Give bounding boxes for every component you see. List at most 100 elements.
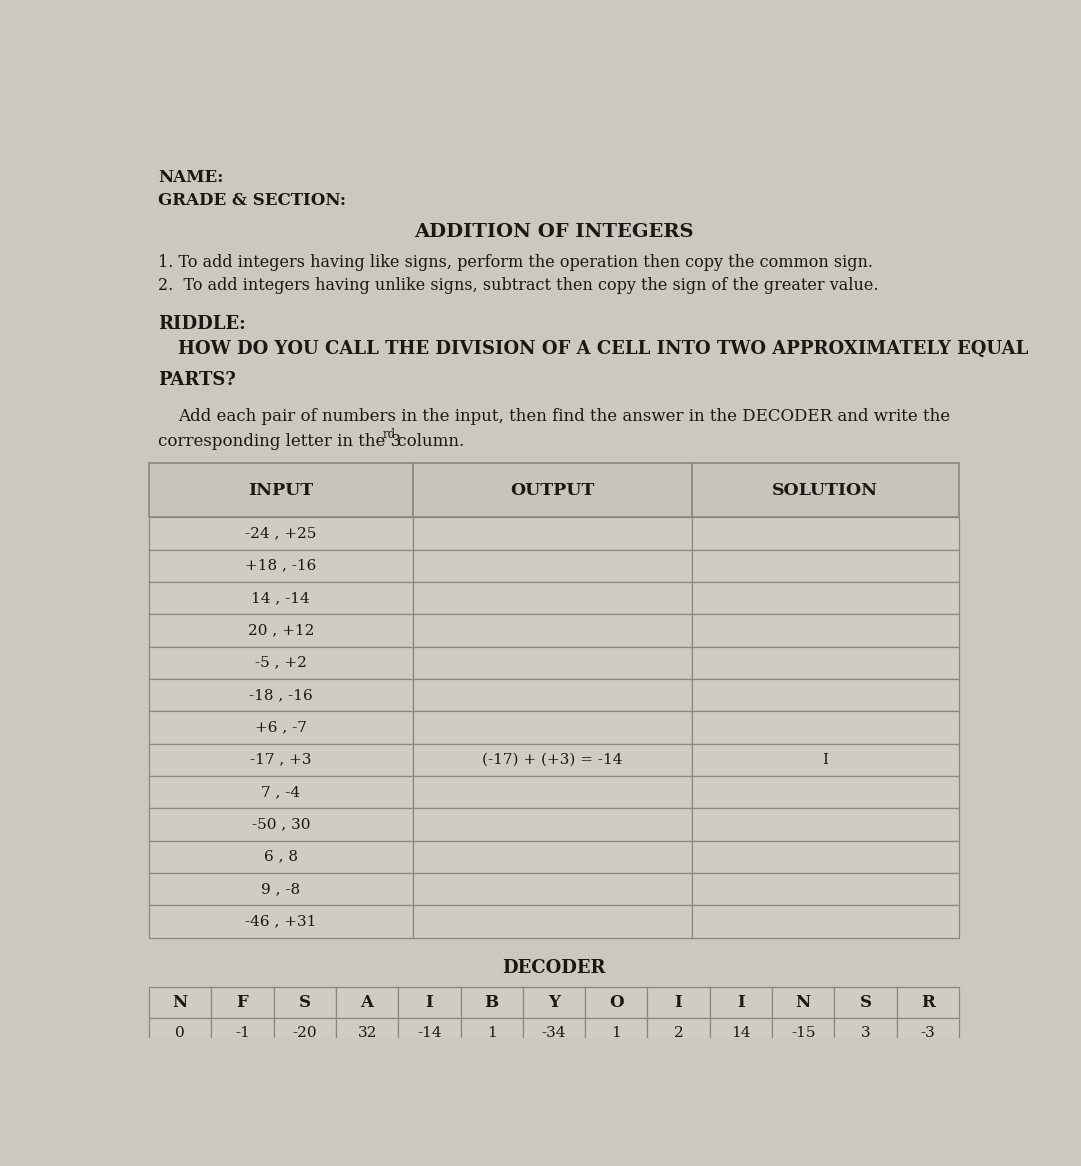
Bar	[149, 808, 413, 841]
Bar	[413, 711, 692, 744]
Bar	[692, 614, 959, 647]
Text: N: N	[173, 993, 188, 1011]
Text: RIDDLE:: RIDDLE:	[159, 316, 246, 333]
Bar	[413, 463, 692, 518]
Bar	[523, 1018, 585, 1048]
Text: I: I	[675, 993, 682, 1011]
Bar	[896, 986, 959, 1018]
Text: Y: Y	[548, 993, 560, 1011]
Bar	[648, 986, 710, 1018]
Bar	[896, 1018, 959, 1048]
Text: SOLUTION: SOLUTION	[772, 482, 878, 499]
Bar	[692, 518, 959, 549]
Text: I: I	[737, 993, 745, 1011]
Bar	[413, 679, 692, 711]
Bar	[149, 679, 413, 711]
Bar	[149, 905, 413, 937]
Bar	[149, 775, 413, 808]
Text: 3: 3	[860, 1026, 870, 1040]
Text: ADDITION OF INTEGERS: ADDITION OF INTEGERS	[414, 223, 693, 241]
Text: OUTPUT: OUTPUT	[510, 482, 595, 499]
Bar	[413, 582, 692, 614]
Bar	[149, 549, 413, 582]
Bar	[413, 873, 692, 905]
Bar	[692, 808, 959, 841]
Text: A: A	[361, 993, 374, 1011]
Text: S: S	[298, 993, 311, 1011]
Text: DECODER: DECODER	[502, 960, 605, 977]
Bar	[835, 1018, 896, 1048]
Bar	[710, 1018, 772, 1048]
Bar	[149, 1018, 212, 1048]
Bar	[692, 549, 959, 582]
Text: 7 , -4: 7 , -4	[262, 785, 301, 799]
Bar	[772, 1018, 835, 1048]
Bar	[648, 1018, 710, 1048]
Bar	[398, 986, 461, 1018]
Bar	[413, 518, 692, 549]
Text: +18 , -16: +18 , -16	[245, 559, 317, 573]
Text: S: S	[859, 993, 871, 1011]
Bar	[149, 518, 413, 549]
Text: -17 , +3: -17 , +3	[250, 753, 311, 767]
Text: 1: 1	[612, 1026, 622, 1040]
Text: corresponding letter in the 3: corresponding letter in the 3	[159, 433, 402, 450]
Bar	[585, 1018, 648, 1048]
Text: HOW DO YOU CALL THE DIVISION OF A CELL INTO TWO APPROXIMATELY EQUAL: HOW DO YOU CALL THE DIVISION OF A CELL I…	[177, 340, 1028, 358]
Bar	[772, 986, 835, 1018]
Bar	[149, 711, 413, 744]
Text: 9 , -8: 9 , -8	[262, 883, 301, 897]
Text: PARTS?: PARTS?	[159, 371, 236, 389]
Bar	[692, 905, 959, 937]
Bar	[692, 582, 959, 614]
Bar	[336, 986, 398, 1018]
Bar	[692, 775, 959, 808]
Bar	[149, 841, 413, 873]
Text: I: I	[426, 993, 433, 1011]
Bar	[149, 582, 413, 614]
Bar	[149, 647, 413, 679]
Bar	[523, 986, 585, 1018]
Text: F: F	[237, 993, 249, 1011]
Bar	[413, 808, 692, 841]
Text: R: R	[921, 993, 935, 1011]
Text: (-17) + (+3) = -14: (-17) + (+3) = -14	[482, 753, 623, 767]
Bar	[710, 986, 772, 1018]
Text: +6 , -7: +6 , -7	[255, 721, 307, 735]
Bar	[413, 775, 692, 808]
Text: 20 , +12: 20 , +12	[248, 624, 313, 638]
Text: -20: -20	[293, 1026, 317, 1040]
Text: -24 , +25: -24 , +25	[245, 526, 317, 540]
Text: Add each pair of numbers in the input, then find the answer in the DECODER and w: Add each pair of numbers in the input, t…	[177, 408, 950, 424]
Text: 6 , 8: 6 , 8	[264, 850, 298, 864]
Bar	[413, 614, 692, 647]
Bar	[413, 744, 692, 775]
Text: B: B	[484, 993, 498, 1011]
Bar	[461, 986, 523, 1018]
Bar	[149, 873, 413, 905]
Bar	[461, 1018, 523, 1048]
Text: -18 , -16: -18 , -16	[249, 688, 312, 702]
Text: -46 , +31: -46 , +31	[245, 914, 317, 928]
Text: 32: 32	[358, 1026, 377, 1040]
Bar	[692, 873, 959, 905]
Bar	[149, 986, 212, 1018]
Bar	[149, 744, 413, 775]
Text: 1: 1	[486, 1026, 496, 1040]
Bar	[413, 905, 692, 937]
Text: N: N	[796, 993, 811, 1011]
Text: I: I	[823, 753, 828, 767]
Text: 2.  To add integers having unlike signs, subtract then copy the sign of the grea: 2. To add integers having unlike signs, …	[159, 278, 879, 294]
Bar	[212, 986, 273, 1018]
Text: NAME:: NAME:	[159, 169, 224, 187]
Bar	[413, 841, 692, 873]
Text: 2: 2	[673, 1026, 683, 1040]
Bar	[413, 647, 692, 679]
Text: -50 , 30: -50 , 30	[252, 817, 310, 831]
Text: -3: -3	[920, 1026, 935, 1040]
Bar	[692, 841, 959, 873]
Bar	[212, 1018, 273, 1048]
Bar	[336, 1018, 398, 1048]
Bar	[149, 463, 413, 518]
Text: GRADE & SECTION:: GRADE & SECTION:	[159, 192, 346, 209]
